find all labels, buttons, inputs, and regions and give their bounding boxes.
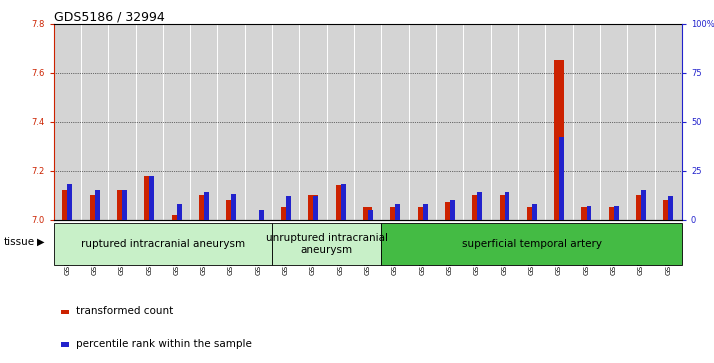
Bar bbox=[308, 195, 318, 220]
Bar bbox=[272, 223, 381, 265]
Bar bbox=[149, 176, 154, 220]
Bar bbox=[336, 185, 345, 220]
Bar bbox=[204, 192, 209, 220]
Text: transformed count: transformed count bbox=[76, 306, 174, 317]
Bar bbox=[527, 207, 536, 220]
Bar bbox=[286, 196, 291, 220]
Bar bbox=[641, 190, 646, 220]
Bar bbox=[586, 206, 591, 220]
Bar bbox=[391, 207, 400, 220]
Bar bbox=[199, 195, 208, 220]
Bar bbox=[505, 192, 510, 220]
Bar bbox=[368, 210, 373, 220]
Bar bbox=[281, 207, 291, 220]
Bar bbox=[477, 192, 482, 220]
Bar bbox=[144, 176, 154, 220]
Bar bbox=[363, 207, 373, 220]
Bar bbox=[62, 190, 72, 220]
Bar bbox=[341, 184, 346, 220]
Text: tissue: tissue bbox=[4, 237, 35, 247]
Text: ruptured intracranial aneurysm: ruptured intracranial aneurysm bbox=[81, 239, 245, 249]
Text: unruptured intracranial
aneurysm: unruptured intracranial aneurysm bbox=[266, 233, 388, 255]
Text: ▶: ▶ bbox=[37, 237, 45, 247]
Bar bbox=[171, 215, 181, 220]
Bar bbox=[423, 204, 428, 220]
Bar bbox=[177, 204, 181, 220]
Bar bbox=[559, 137, 564, 220]
Bar bbox=[668, 196, 673, 220]
Bar bbox=[614, 206, 619, 220]
Bar bbox=[231, 194, 236, 220]
Bar bbox=[445, 203, 454, 220]
Bar bbox=[472, 195, 482, 220]
Bar bbox=[636, 195, 645, 220]
Bar bbox=[68, 184, 72, 220]
Bar bbox=[226, 200, 236, 220]
Bar bbox=[532, 204, 537, 220]
Bar bbox=[418, 207, 427, 220]
Bar bbox=[396, 204, 401, 220]
Bar bbox=[313, 196, 318, 220]
Text: percentile rank within the sample: percentile rank within the sample bbox=[76, 339, 252, 349]
Bar bbox=[663, 200, 673, 220]
Text: GDS5186 / 32994: GDS5186 / 32994 bbox=[54, 11, 164, 24]
Bar bbox=[122, 190, 127, 220]
Bar bbox=[381, 223, 682, 265]
Bar bbox=[609, 207, 618, 220]
Bar bbox=[117, 190, 126, 220]
Bar bbox=[450, 200, 455, 220]
Bar bbox=[581, 207, 591, 220]
Bar bbox=[90, 195, 99, 220]
Bar bbox=[554, 60, 564, 220]
Bar bbox=[54, 223, 272, 265]
Bar bbox=[500, 195, 509, 220]
Bar bbox=[258, 210, 263, 220]
Bar bbox=[95, 190, 100, 220]
Text: superficial temporal artery: superficial temporal artery bbox=[462, 239, 602, 249]
